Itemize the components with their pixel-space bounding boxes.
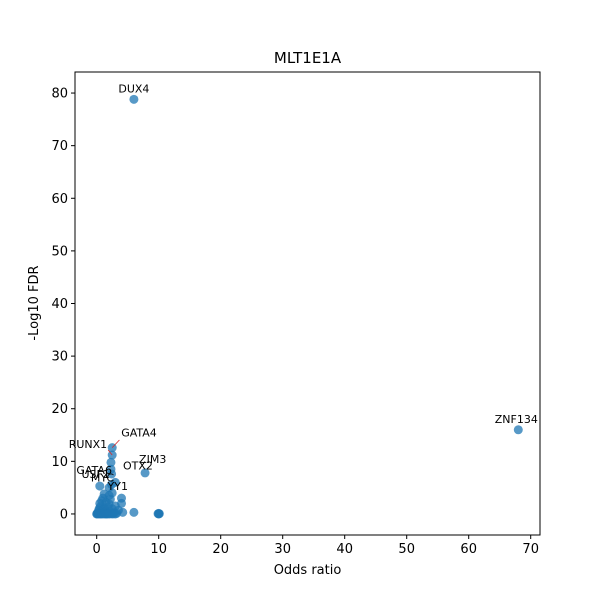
x-tick-label: 60 <box>460 542 477 557</box>
y-tick-label: 60 <box>51 192 68 207</box>
y-tick-label: 70 <box>51 139 68 154</box>
annotation-label-yy1: YY1 <box>107 480 128 493</box>
annotations-layer: DUX4 ZNF134 GATA4 RUNX1 OTX2 GATA6 ZIM3 USF1YY1… <box>69 82 538 493</box>
y-tick-label: 20 <box>51 402 68 417</box>
data-point <box>129 94 139 104</box>
data-point <box>513 425 523 435</box>
annotation-label-usf1: USF1 <box>81 468 109 481</box>
y-tick-label: 50 <box>51 244 68 259</box>
x-tick-label: 0 <box>93 542 101 557</box>
y-axis: 0 10 20 30 40 50 60 70 80 <box>51 87 75 522</box>
annotation-label-gata4: GATA4 <box>121 427 157 440</box>
x-axis-label: Odds ratio <box>274 563 342 578</box>
data-point <box>129 507 139 517</box>
annotation-leader-line <box>107 449 113 456</box>
annotation-label-otx2: OTX2 <box>123 459 153 472</box>
y-axis-label: -Log10 FDR <box>27 265 42 340</box>
x-tick-label: 50 <box>398 542 415 557</box>
annotation-leader-line <box>111 439 120 448</box>
x-tick-label: 10 <box>150 542 167 557</box>
x-axis: 0 10 20 30 40 50 60 70 <box>93 535 539 557</box>
chart-title: MLT1E1A <box>274 49 342 67</box>
annotation-label-dux4: DUX4 <box>118 82 149 95</box>
annotation-label-runx1: RUNX1 <box>69 438 107 451</box>
annotation-label-znf134: ZNF134 <box>495 413 538 426</box>
x-tick-label: 40 <box>336 542 353 557</box>
y-tick-label: 10 <box>51 455 68 470</box>
annotation-label-zim3: ZIM3 <box>139 453 166 466</box>
data-point <box>107 469 117 479</box>
data-point <box>153 509 163 519</box>
y-tick-label: 30 <box>51 350 68 365</box>
data-point <box>95 481 105 491</box>
points-layer <box>92 94 523 519</box>
x-tick-label: 20 <box>212 542 229 557</box>
y-tick-label: 40 <box>51 297 68 312</box>
data-point <box>140 468 150 478</box>
x-tick-label: 30 <box>274 542 291 557</box>
y-tick-label: 0 <box>60 507 68 522</box>
y-tick-label: 80 <box>51 87 68 102</box>
data-point <box>106 457 116 467</box>
annotation-label-gata6: GATA6 <box>76 464 112 477</box>
data-point <box>110 509 120 519</box>
x-tick-label: 70 <box>522 542 539 557</box>
annotation-label-myc: MYC <box>91 471 115 484</box>
